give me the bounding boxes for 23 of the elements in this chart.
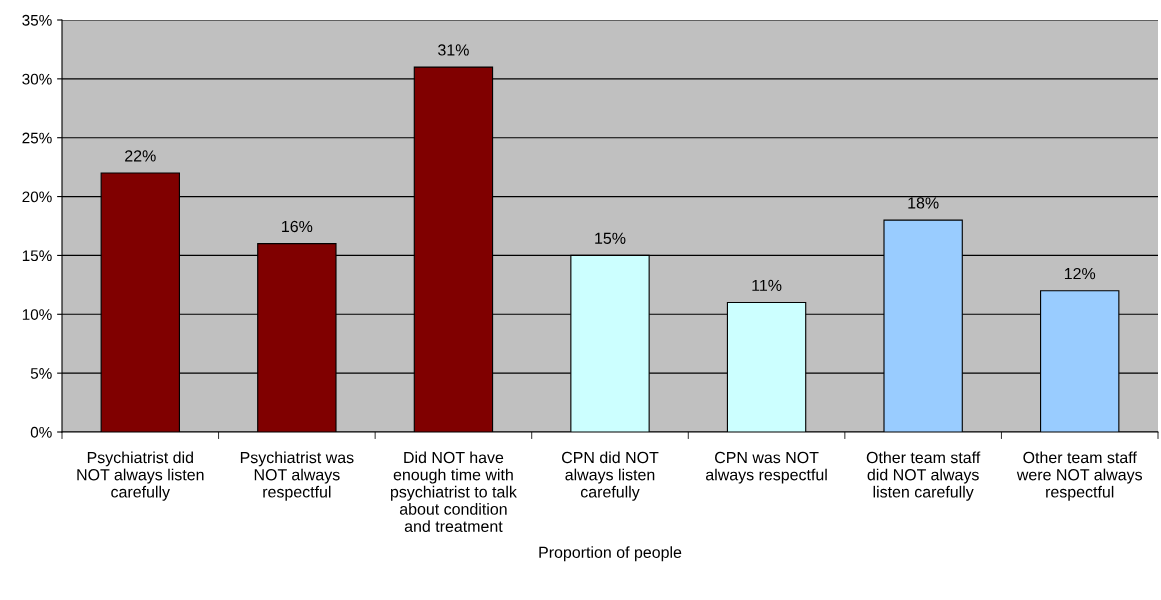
y-tick-label: 30% bbox=[22, 73, 52, 85]
x-tick-label: Other team staff did NOT always listen carefully bbox=[866, 451, 981, 501]
y-tick-label: 25% bbox=[22, 132, 52, 144]
y-tick-label: 20% bbox=[22, 191, 52, 203]
data-label: 12% bbox=[1064, 267, 1096, 280]
y-tick-label: 0% bbox=[30, 426, 52, 438]
x-tick-label: Psychiatrist was NOT always respectful bbox=[240, 451, 354, 501]
data-label: 22% bbox=[125, 150, 156, 162]
x-tick-label: Did NOT have enough time with psychiatrist to talk about condition and treatment bbox=[390, 451, 517, 532]
y-tick-label: 15% bbox=[22, 250, 52, 262]
data-label: 11% bbox=[752, 279, 782, 291]
x-axis-title: Proportion of people bbox=[539, 546, 682, 562]
y-tick-label: 5% bbox=[30, 368, 52, 379]
data-label: 31% bbox=[438, 44, 469, 56]
data-label: 15% bbox=[595, 232, 626, 244]
y-tick-label: 35% bbox=[22, 14, 52, 26]
x-tick-label: Psychiatrist did NOT always listen carefully bbox=[77, 451, 204, 501]
x-tick-label: CPN was NOT always respectful bbox=[706, 451, 827, 484]
x-tick-label: CPN did NOT always listen carefully bbox=[562, 451, 659, 501]
data-label: 16% bbox=[282, 220, 313, 233]
y-tick-label: 10% bbox=[22, 309, 52, 320]
x-tick-label: Other team staff were NOT always respectful bbox=[1016, 451, 1143, 501]
data-label: 18% bbox=[908, 197, 939, 209]
